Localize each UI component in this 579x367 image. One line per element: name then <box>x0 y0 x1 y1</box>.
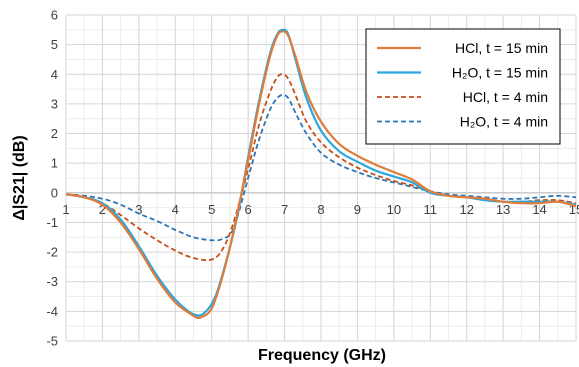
x-tick-label: 12 <box>459 202 473 217</box>
y-tick-labels: -5 -4 -3 -2 -1 0 1 2 3 4 5 6 <box>46 8 58 349</box>
y-tick-label: 1 <box>51 156 58 171</box>
x-tick-label: 5 <box>208 202 215 217</box>
x-tick-label: 9 <box>354 202 361 217</box>
x-tick-label: 3 <box>135 202 142 217</box>
x-axis-title: Frequency (GHz) <box>258 347 386 364</box>
x-tick-label: 11 <box>424 202 438 217</box>
series-line-4 <box>65 94 577 242</box>
legend-label: HCl, t = 4 min <box>463 89 548 105</box>
x-tick-label: 14 <box>532 202 546 217</box>
y-tick-label: 4 <box>51 67 58 82</box>
y-axis-title: Δ|S21| (dB) <box>11 135 28 220</box>
y-tick-label: 3 <box>51 96 58 111</box>
x-tick-labels: 123456789101112131415 <box>62 202 579 217</box>
legend-label: HCl, t = 15 min <box>455 40 548 56</box>
y-tick-label: -2 <box>46 245 58 260</box>
x-tick-label: 8 <box>317 202 324 217</box>
series-lines <box>65 28 577 320</box>
x-tick-label: 6 <box>245 202 252 217</box>
legend: HCl, t = 15 min H₂O, t = 15 min HCl, t = 4… <box>365 28 561 145</box>
y-tick-label: 6 <box>51 8 58 23</box>
gridlines <box>65 14 577 342</box>
y-tick-label: -1 <box>46 215 58 230</box>
x-tick-label: 7 <box>281 202 288 217</box>
y-tick-label: 5 <box>51 37 58 52</box>
y-tick-label: -4 <box>46 304 58 319</box>
x-tick-label: 4 <box>172 202 179 217</box>
legend-label: H₂O, t = 15 min <box>452 65 548 81</box>
series-line-1 <box>65 30 577 320</box>
y-tick-label: 0 <box>51 185 58 200</box>
x-tick-label: 2 <box>99 202 106 217</box>
x-tick-label: 1 <box>62 202 69 217</box>
y-tick-label: 2 <box>51 126 58 141</box>
x-tick-label: 15 <box>569 202 579 217</box>
legend-label: H₂O, t = 4 min <box>460 114 548 130</box>
y-tick-label: -5 <box>46 334 58 349</box>
x-tick-label: 10 <box>387 202 401 217</box>
y-tick-label: -3 <box>46 274 58 289</box>
x-tick-label: 13 <box>496 202 510 217</box>
